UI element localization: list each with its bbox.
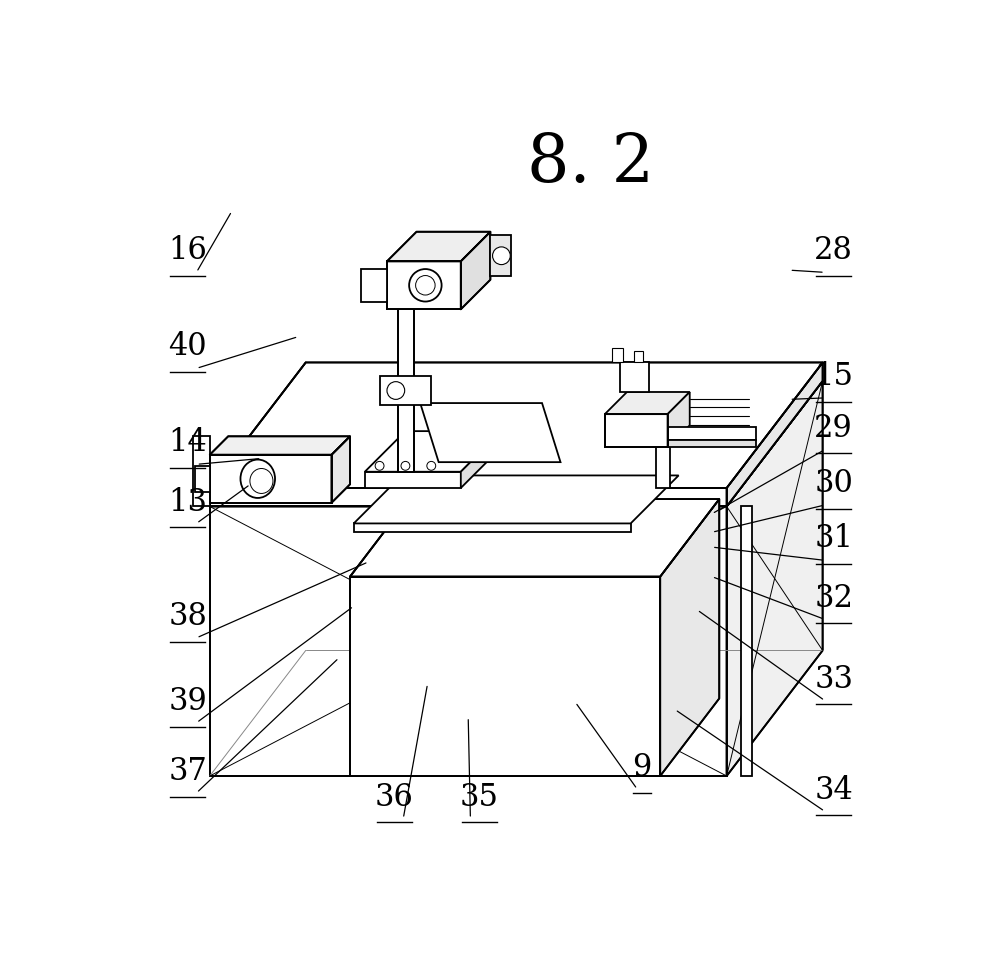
Text: 13: 13 bbox=[168, 486, 207, 518]
Text: 38: 38 bbox=[168, 601, 207, 632]
Circle shape bbox=[409, 269, 442, 301]
Text: 8. 2: 8. 2 bbox=[527, 130, 654, 196]
Text: 30: 30 bbox=[814, 468, 853, 499]
Polygon shape bbox=[380, 376, 431, 406]
Polygon shape bbox=[210, 436, 350, 455]
Polygon shape bbox=[741, 506, 752, 776]
Polygon shape bbox=[660, 499, 719, 776]
Text: 34: 34 bbox=[814, 775, 853, 806]
Text: 15: 15 bbox=[814, 361, 853, 392]
Text: 16: 16 bbox=[168, 236, 207, 267]
Text: 31: 31 bbox=[814, 524, 853, 554]
Polygon shape bbox=[354, 524, 631, 532]
Polygon shape bbox=[365, 472, 461, 488]
Circle shape bbox=[427, 461, 436, 470]
Polygon shape bbox=[461, 432, 501, 488]
Text: 37: 37 bbox=[168, 756, 207, 787]
Text: 28: 28 bbox=[814, 236, 853, 267]
Ellipse shape bbox=[240, 459, 275, 498]
Polygon shape bbox=[210, 381, 823, 506]
Polygon shape bbox=[387, 232, 490, 261]
Polygon shape bbox=[398, 310, 414, 472]
Polygon shape bbox=[387, 261, 461, 310]
Text: 9: 9 bbox=[632, 753, 651, 784]
Polygon shape bbox=[420, 403, 560, 462]
Text: 36: 36 bbox=[375, 782, 414, 813]
Polygon shape bbox=[620, 363, 649, 392]
Polygon shape bbox=[656, 403, 670, 488]
Polygon shape bbox=[612, 348, 623, 363]
Text: 35: 35 bbox=[460, 782, 499, 813]
Polygon shape bbox=[350, 499, 719, 576]
Polygon shape bbox=[605, 392, 690, 414]
Polygon shape bbox=[668, 392, 690, 447]
Polygon shape bbox=[634, 351, 643, 363]
Text: 40: 40 bbox=[168, 332, 207, 363]
Polygon shape bbox=[605, 414, 668, 447]
Polygon shape bbox=[210, 506, 727, 776]
Polygon shape bbox=[361, 269, 387, 302]
Polygon shape bbox=[461, 232, 490, 310]
Circle shape bbox=[493, 246, 510, 265]
Polygon shape bbox=[210, 488, 727, 506]
Polygon shape bbox=[727, 381, 823, 776]
Polygon shape bbox=[195, 466, 210, 492]
Text: 32: 32 bbox=[814, 582, 853, 614]
Text: 39: 39 bbox=[168, 686, 207, 717]
Text: 33: 33 bbox=[814, 664, 853, 694]
Polygon shape bbox=[193, 436, 210, 506]
Polygon shape bbox=[727, 363, 823, 506]
Circle shape bbox=[387, 382, 405, 399]
Polygon shape bbox=[354, 476, 679, 524]
Polygon shape bbox=[332, 436, 350, 503]
Polygon shape bbox=[350, 576, 660, 776]
Polygon shape bbox=[210, 363, 823, 488]
Polygon shape bbox=[490, 236, 511, 276]
Circle shape bbox=[375, 461, 384, 470]
Text: 14: 14 bbox=[168, 428, 207, 458]
Polygon shape bbox=[365, 432, 501, 472]
Polygon shape bbox=[668, 427, 756, 440]
Polygon shape bbox=[668, 440, 756, 447]
Polygon shape bbox=[210, 455, 332, 503]
Circle shape bbox=[401, 461, 410, 470]
Text: 29: 29 bbox=[814, 412, 853, 444]
